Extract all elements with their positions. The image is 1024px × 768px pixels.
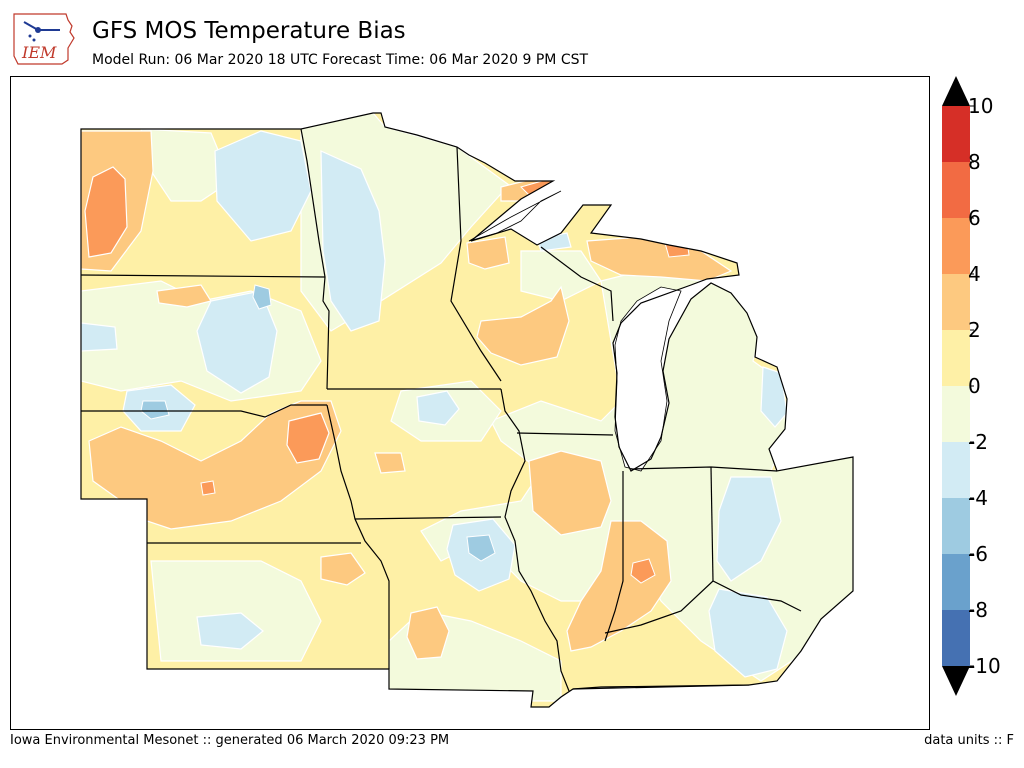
map-title: GFS MOS Temperature Bias <box>92 18 406 44</box>
temperature-bias-map <box>80 112 854 708</box>
colorbar-label: -6 <box>968 542 988 566</box>
colorbar-band <box>942 554 970 582</box>
colorbar-band <box>942 358 970 386</box>
colorbar-band <box>942 442 970 470</box>
colorbar-band <box>942 134 970 162</box>
footer-credit: Iowa Environmental Mesonet :: generated … <box>10 733 450 748</box>
colorbar-band <box>942 218 970 246</box>
colorbar-over-arrow <box>942 76 970 106</box>
colorbar-label: 8 <box>968 150 981 174</box>
colorbar-band <box>942 582 970 610</box>
colorbar-label: 10 <box>968 94 994 118</box>
colorbar-under-arrow <box>942 666 970 696</box>
map-subtitle: Model Run: 06 Mar 2020 18 UTC Forecast T… <box>92 52 589 68</box>
colorbar-band <box>942 610 970 638</box>
colorbar-label: 2 <box>968 318 981 342</box>
colorbar-band <box>942 190 970 218</box>
colorbar-label: 4 <box>968 262 981 286</box>
colorbar-band <box>942 274 970 302</box>
colorbar-label: 0 <box>968 374 981 398</box>
iem-logo: IEM <box>8 8 76 66</box>
colorbar-label: -4 <box>968 486 988 510</box>
state-borders <box>80 112 854 708</box>
colorbar-band <box>942 498 970 526</box>
colorbar-band <box>942 414 970 442</box>
colorbar-band <box>942 526 970 554</box>
colorbar-label: -10 <box>968 654 1001 678</box>
colorbar-band <box>942 638 970 666</box>
colorbar-band <box>942 330 970 358</box>
colorbar-band <box>942 470 970 498</box>
colorbar <box>942 76 974 696</box>
logo-text: IEM <box>21 43 57 62</box>
colorbar-label: 6 <box>968 206 981 230</box>
colorbar-band <box>942 162 970 190</box>
bias-fill <box>81 113 853 707</box>
colorbar-label: -8 <box>968 598 988 622</box>
colorbar-band <box>942 302 970 330</box>
colorbar-band <box>942 106 970 134</box>
colorbar-label: -2 <box>968 430 988 454</box>
footer-units: data units :: F <box>924 733 1014 748</box>
colorbar-band <box>942 386 970 414</box>
map-panel <box>10 76 930 730</box>
colorbar-band <box>942 246 970 274</box>
